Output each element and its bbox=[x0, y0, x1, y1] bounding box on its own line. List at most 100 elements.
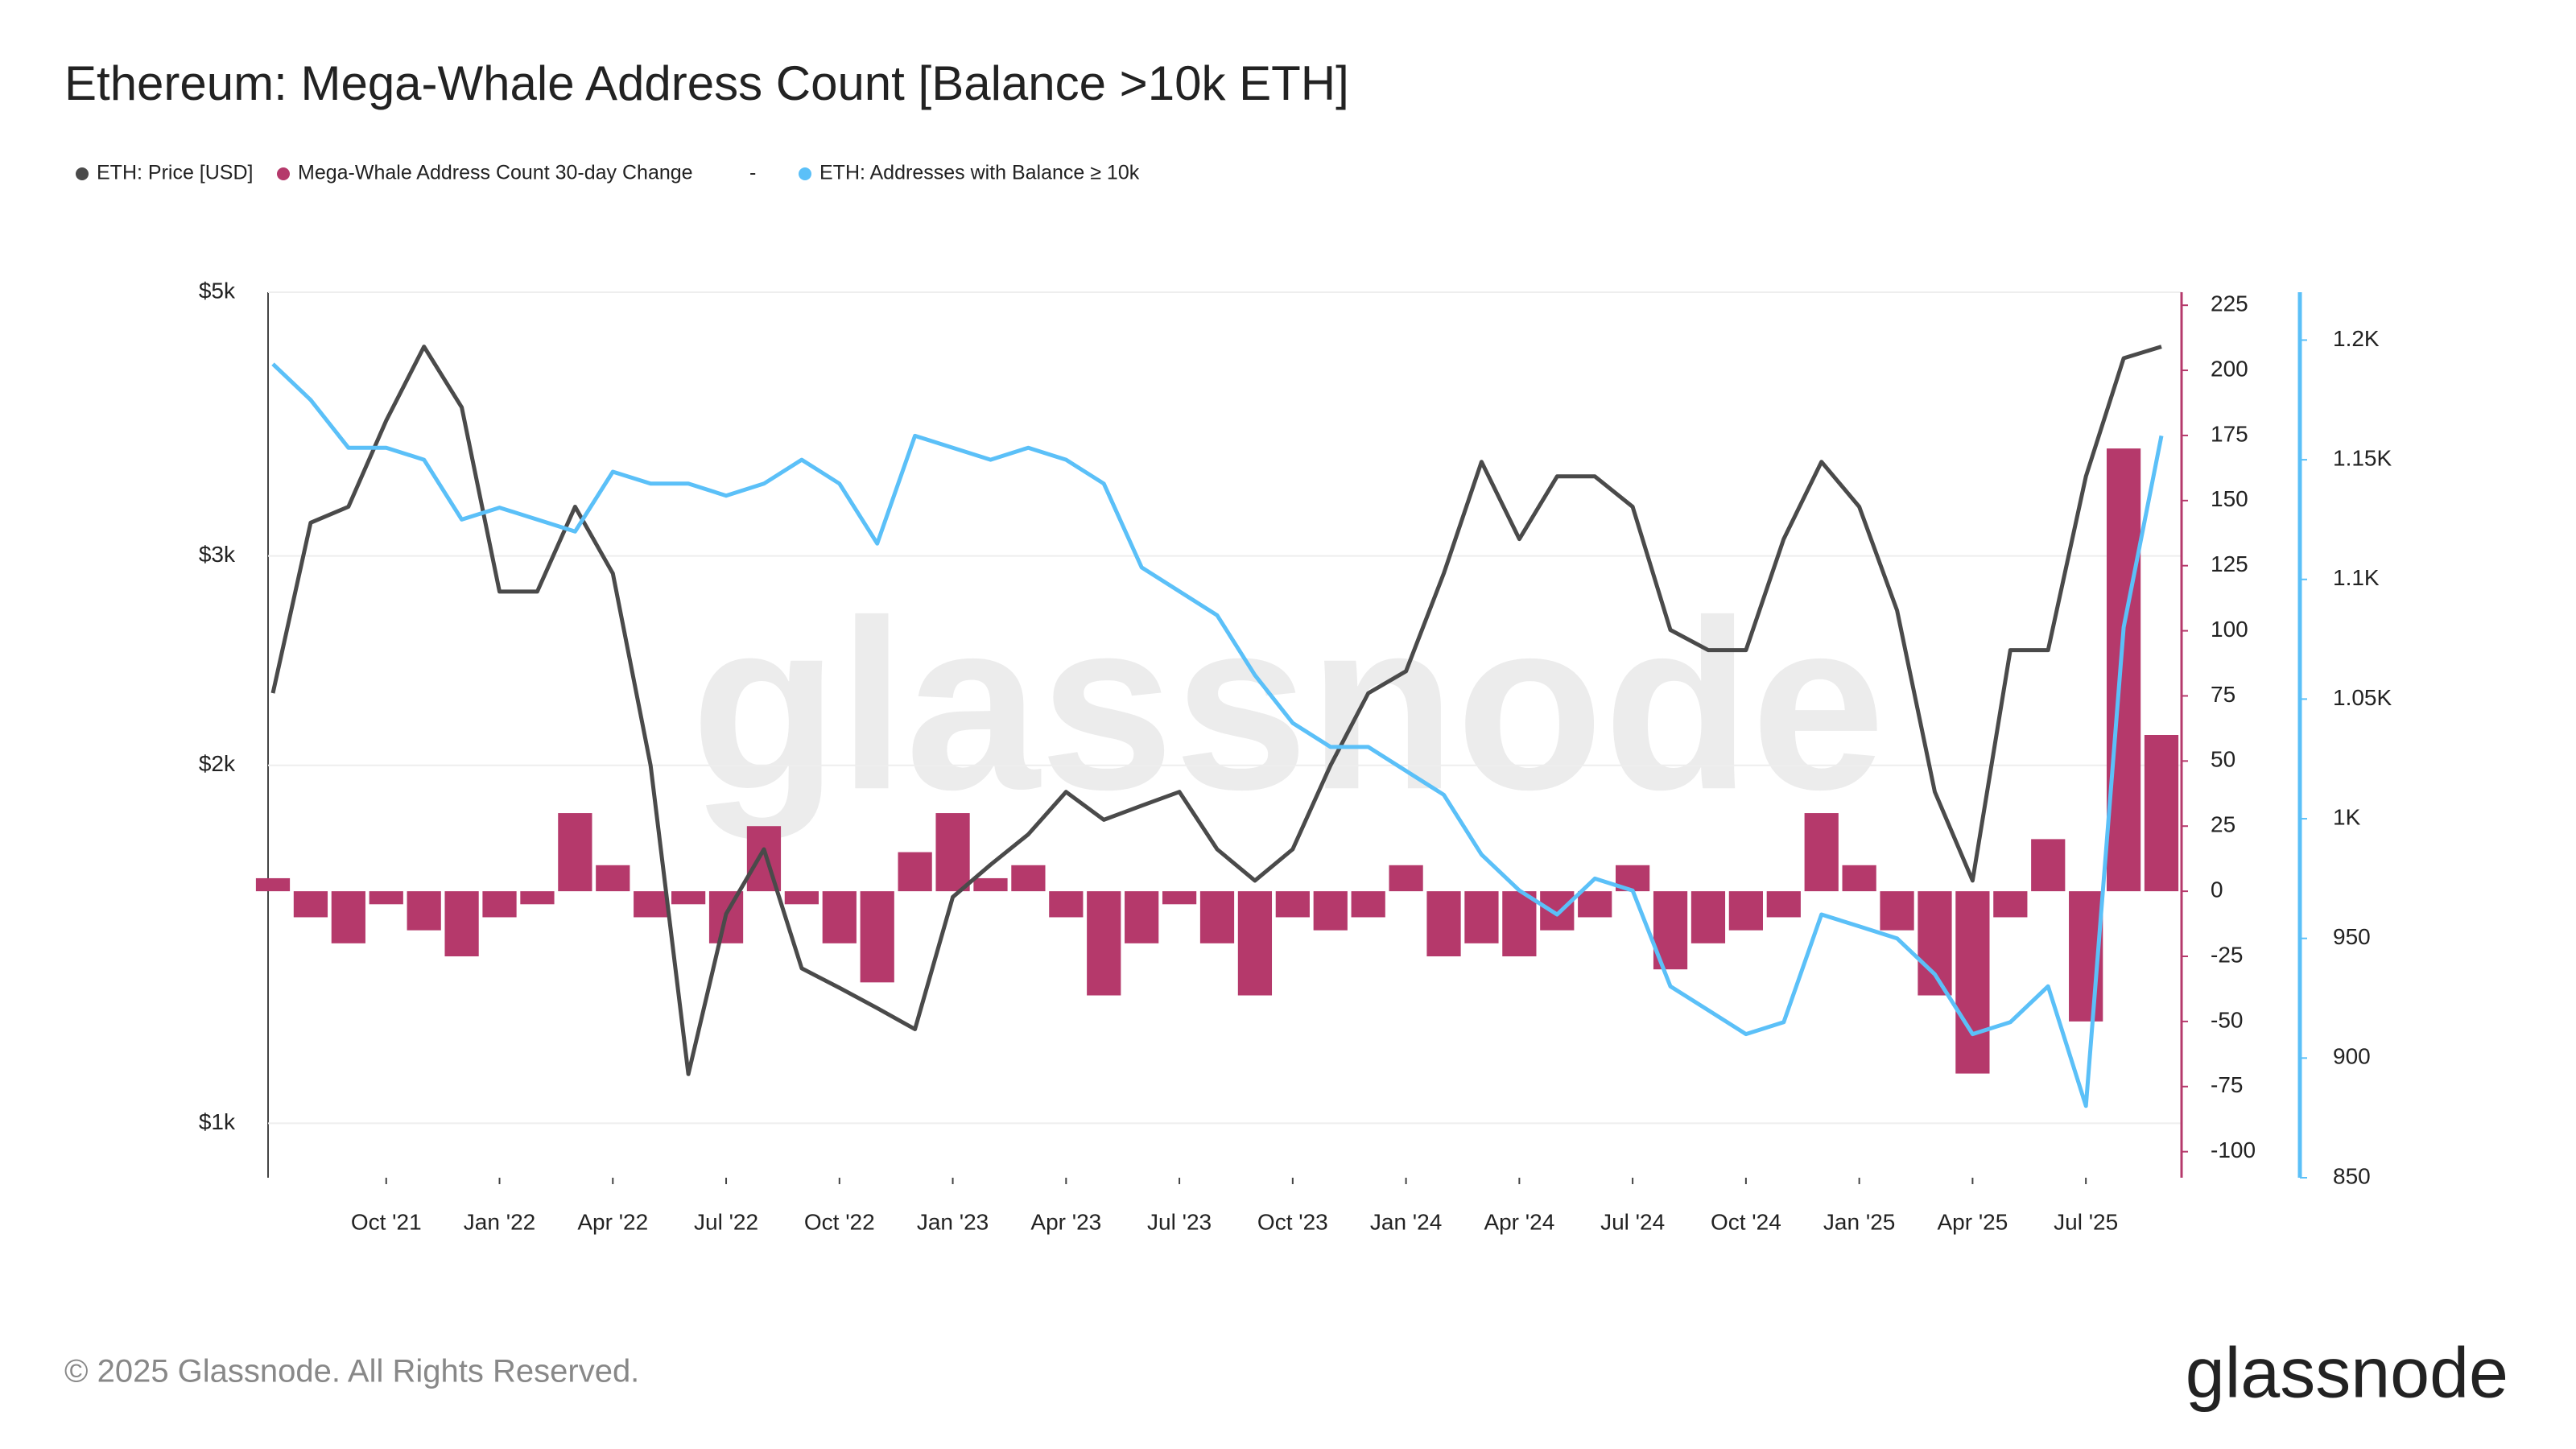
bar bbox=[634, 891, 668, 918]
bar bbox=[1237, 891, 1273, 996]
legend-label: Mega-Whale Address Count 30-day Change bbox=[298, 162, 693, 184]
bar bbox=[671, 891, 706, 905]
bar bbox=[369, 891, 403, 905]
bar bbox=[520, 891, 555, 905]
x-tick-label: Jan '22 bbox=[464, 1209, 535, 1234]
y2-tick-label: -25 bbox=[2211, 942, 2243, 967]
bar bbox=[898, 852, 932, 892]
x-tick-label: Jul '24 bbox=[1600, 1209, 1665, 1234]
bar bbox=[1389, 865, 1423, 892]
x-tick-label: Apr '24 bbox=[1484, 1209, 1554, 1234]
x-tick-label: Jul '25 bbox=[2054, 1209, 2118, 1234]
y-tick-label: $2k bbox=[199, 751, 236, 776]
bar bbox=[1766, 891, 1801, 918]
bar bbox=[1918, 891, 1952, 996]
y2-tick-label: 50 bbox=[2211, 747, 2235, 772]
y3-tick-label: 1.2K bbox=[2333, 326, 2380, 351]
bar bbox=[1351, 891, 1385, 918]
y2-tick-label: 175 bbox=[2211, 421, 2248, 446]
x-tick-label: Apr '25 bbox=[1937, 1209, 2008, 1234]
y3-tick-label: 1.05K bbox=[2333, 685, 2392, 710]
bar bbox=[407, 891, 441, 931]
bar bbox=[1502, 891, 1537, 956]
watermark: glassnode bbox=[691, 569, 1885, 841]
y2-tick-label: -75 bbox=[2211, 1072, 2243, 1097]
bar bbox=[784, 891, 819, 905]
bar bbox=[2106, 448, 2141, 892]
y3-tick-label: 1K bbox=[2333, 804, 2361, 829]
y3-tick-label: 850 bbox=[2333, 1163, 2371, 1188]
bar bbox=[973, 877, 1008, 892]
line bbox=[271, 362, 2164, 1108]
bar bbox=[1578, 891, 1612, 918]
bar bbox=[1049, 891, 1084, 918]
bar bbox=[1313, 891, 1348, 931]
bar bbox=[2031, 839, 2066, 892]
footer: © 2025 Glassnode. All Rights Reserved. bbox=[64, 1354, 639, 1389]
bar bbox=[596, 865, 630, 892]
bar bbox=[1993, 891, 2028, 918]
legend-note: - bbox=[749, 162, 756, 184]
bar bbox=[482, 891, 517, 918]
bar bbox=[1804, 813, 1839, 892]
chart-title: Ethereum: Mega-Whale Address Count [Bala… bbox=[64, 56, 1349, 110]
bar bbox=[1955, 891, 1990, 1074]
bar bbox=[558, 813, 592, 892]
bar bbox=[255, 877, 291, 892]
y2-tick-label: -100 bbox=[2211, 1137, 2256, 1162]
legend-label: ETH: Addresses with Balance ≥ 10k bbox=[819, 162, 1140, 184]
y3-tick-label: 1.15K bbox=[2333, 445, 2392, 470]
legend-marker bbox=[277, 167, 290, 180]
bar bbox=[822, 891, 857, 943]
line bbox=[270, 345, 2162, 1076]
legend-marker bbox=[799, 167, 811, 180]
y2-tick-label: 100 bbox=[2211, 617, 2248, 642]
y2-tick-label: 200 bbox=[2211, 356, 2248, 381]
x-tick-label: Oct '21 bbox=[351, 1209, 422, 1234]
bar bbox=[1125, 891, 1159, 943]
y-tick-label: $3k bbox=[199, 542, 236, 567]
y2-tick-label: 0 bbox=[2211, 877, 2223, 902]
x-tick-label: Jan '24 bbox=[1370, 1209, 1442, 1234]
bar bbox=[860, 891, 894, 983]
y2-tick-label: 125 bbox=[2211, 551, 2248, 576]
bar bbox=[444, 891, 479, 956]
y-tick-label: $1k bbox=[199, 1109, 236, 1134]
bar bbox=[1540, 891, 1575, 931]
bar bbox=[1275, 891, 1310, 918]
bar bbox=[1728, 891, 1763, 931]
x-tick-label: Jan '25 bbox=[1823, 1209, 1895, 1234]
logo: glassnode bbox=[2186, 1332, 2508, 1412]
x-tick-label: Oct '22 bbox=[804, 1209, 875, 1234]
legend-marker bbox=[76, 167, 89, 180]
x-tick-label: Jul '23 bbox=[1147, 1209, 1212, 1234]
x-tick-label: Oct '24 bbox=[1711, 1209, 1781, 1234]
bar bbox=[1011, 865, 1046, 892]
y3-tick-label: 1.1K bbox=[2333, 565, 2380, 590]
legend-label: ETH: Price [USD] bbox=[97, 162, 253, 184]
bar bbox=[331, 891, 365, 943]
y3-tick-label: 900 bbox=[2333, 1044, 2371, 1069]
y2-tick-label: -50 bbox=[2211, 1007, 2243, 1032]
bar bbox=[293, 891, 328, 918]
y3-tick-label: 950 bbox=[2333, 924, 2371, 949]
y2-tick-label: 225 bbox=[2211, 291, 2248, 316]
bar bbox=[1464, 891, 1499, 943]
bar bbox=[1880, 891, 1914, 931]
bar bbox=[1162, 891, 1197, 905]
bar bbox=[1199, 891, 1235, 943]
bar bbox=[1842, 865, 1876, 892]
x-tick-label: Jan '23 bbox=[917, 1209, 989, 1234]
bar bbox=[1690, 891, 1726, 943]
bar bbox=[1087, 891, 1121, 996]
y2-tick-label: 25 bbox=[2211, 812, 2235, 837]
x-tick-label: Oct '23 bbox=[1257, 1209, 1328, 1234]
y2-tick-label: 75 bbox=[2211, 682, 2235, 707]
bar bbox=[1426, 891, 1461, 956]
x-tick-label: Jul '22 bbox=[694, 1209, 758, 1234]
x-tick-label: Apr '23 bbox=[1030, 1209, 1101, 1234]
y-tick-label: $5k bbox=[199, 278, 236, 303]
x-tick-label: Apr '22 bbox=[577, 1209, 648, 1234]
